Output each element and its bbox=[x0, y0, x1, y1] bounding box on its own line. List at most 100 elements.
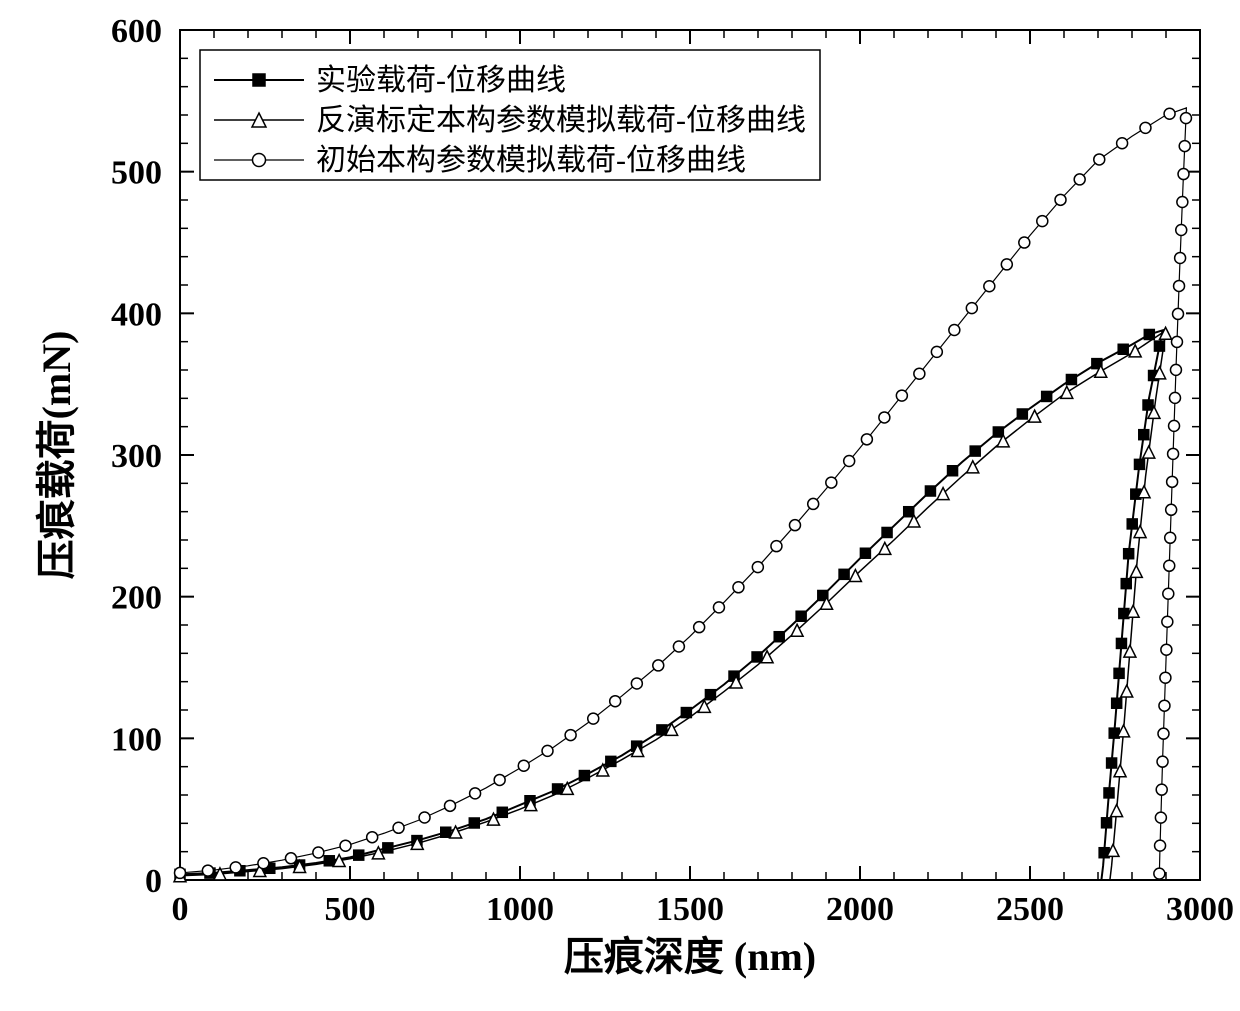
marker bbox=[879, 412, 890, 423]
y-tick-label: 600 bbox=[111, 13, 162, 50]
x-tick-label: 3000 bbox=[1166, 891, 1234, 928]
x-tick-label: 2000 bbox=[826, 891, 894, 928]
marker bbox=[354, 850, 364, 860]
marker bbox=[948, 466, 958, 476]
marker bbox=[1167, 476, 1178, 487]
marker bbox=[1094, 154, 1105, 165]
x-axis-label: 压痕深度 (nm) bbox=[564, 934, 816, 979]
marker bbox=[1117, 138, 1128, 149]
marker bbox=[1074, 174, 1085, 185]
marker bbox=[839, 569, 849, 579]
marker bbox=[253, 154, 266, 167]
marker bbox=[904, 507, 914, 517]
legend-label: 初始本构参数模拟载荷-位移曲线 bbox=[316, 144, 746, 177]
y-tick-label: 200 bbox=[111, 580, 162, 617]
marker bbox=[1042, 391, 1052, 401]
marker bbox=[925, 486, 935, 496]
marker bbox=[565, 730, 576, 741]
marker bbox=[1019, 237, 1030, 248]
marker bbox=[1178, 169, 1189, 180]
marker bbox=[1157, 756, 1168, 767]
marker bbox=[966, 303, 977, 314]
marker bbox=[1134, 459, 1144, 469]
marker bbox=[796, 611, 806, 621]
marker bbox=[713, 602, 724, 613]
x-tick-label: 0 bbox=[172, 891, 189, 928]
marker bbox=[1155, 812, 1166, 823]
marker bbox=[253, 74, 265, 86]
marker bbox=[1139, 430, 1149, 440]
marker bbox=[258, 858, 269, 869]
marker bbox=[631, 678, 642, 689]
marker bbox=[1170, 392, 1181, 403]
marker bbox=[1180, 113, 1191, 124]
marker bbox=[202, 865, 213, 876]
marker bbox=[285, 853, 296, 864]
marker bbox=[494, 774, 505, 785]
marker bbox=[1127, 519, 1137, 529]
marker bbox=[1144, 329, 1154, 339]
marker bbox=[931, 346, 942, 357]
x-tick-label: 500 bbox=[325, 891, 376, 928]
marker bbox=[367, 832, 378, 843]
marker bbox=[789, 520, 800, 531]
marker bbox=[1176, 224, 1187, 235]
marker bbox=[1159, 700, 1170, 711]
marker bbox=[1114, 668, 1124, 678]
marker bbox=[1166, 504, 1177, 515]
marker bbox=[1174, 280, 1185, 291]
marker bbox=[1161, 644, 1172, 655]
marker bbox=[588, 713, 599, 724]
marker bbox=[230, 862, 241, 873]
legend-label: 反演标定本构参数模拟载荷-位移曲线 bbox=[316, 104, 806, 137]
marker bbox=[1140, 122, 1151, 133]
marker bbox=[771, 541, 782, 552]
y-axis-label: 压痕载荷(mN) bbox=[34, 331, 79, 580]
marker bbox=[518, 760, 529, 771]
marker bbox=[1165, 532, 1176, 543]
marker bbox=[705, 690, 715, 700]
marker bbox=[313, 847, 324, 858]
marker bbox=[1102, 818, 1112, 828]
marker bbox=[1118, 344, 1128, 354]
marker bbox=[1163, 588, 1174, 599]
x-tick-label: 1000 bbox=[486, 891, 554, 928]
marker bbox=[1104, 788, 1114, 798]
marker bbox=[1001, 259, 1012, 270]
marker bbox=[1156, 784, 1167, 795]
marker bbox=[752, 652, 762, 662]
marker bbox=[694, 622, 705, 633]
legend: 实验载荷-位移曲线反演标定本构参数模拟载荷-位移曲线初始本构参数模拟载荷-位移曲… bbox=[200, 50, 820, 180]
marker bbox=[1154, 868, 1165, 879]
marker bbox=[1168, 448, 1179, 459]
marker bbox=[324, 856, 334, 866]
marker bbox=[542, 745, 553, 756]
y-tick-label: 0 bbox=[145, 863, 162, 900]
marker bbox=[681, 708, 691, 718]
marker bbox=[1177, 197, 1188, 208]
y-tick-label: 100 bbox=[111, 721, 162, 758]
x-tick-label: 1500 bbox=[656, 891, 724, 928]
legend-label: 实验载荷-位移曲线 bbox=[316, 64, 566, 97]
marker bbox=[844, 456, 855, 467]
y-tick-label: 400 bbox=[111, 296, 162, 333]
marker bbox=[1055, 194, 1066, 205]
marker bbox=[1175, 252, 1186, 263]
marker bbox=[826, 477, 837, 488]
marker bbox=[1112, 698, 1122, 708]
marker bbox=[340, 840, 351, 851]
marker bbox=[653, 660, 664, 671]
y-tick-label: 300 bbox=[111, 438, 162, 475]
marker bbox=[733, 582, 744, 593]
marker bbox=[1169, 420, 1180, 431]
marker bbox=[1171, 336, 1182, 347]
marker bbox=[1107, 758, 1117, 768]
marker bbox=[882, 527, 892, 537]
marker bbox=[1164, 560, 1175, 571]
marker bbox=[1017, 409, 1027, 419]
marker bbox=[1170, 364, 1181, 375]
marker bbox=[860, 548, 870, 558]
marker bbox=[808, 498, 819, 509]
marker bbox=[1173, 308, 1184, 319]
marker bbox=[970, 446, 980, 456]
